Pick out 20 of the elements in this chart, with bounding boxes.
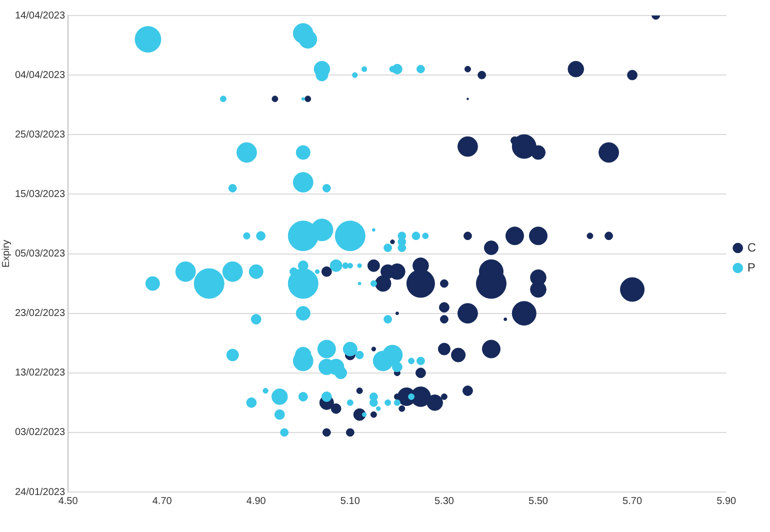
- x-tick-label: 4.90: [246, 496, 266, 507]
- y-tick-label: 04/04/2023: [14, 70, 66, 81]
- x-tick-label: 5.50: [528, 496, 548, 507]
- y-tick-label: 05/03/2023: [14, 248, 66, 260]
- y-tick-label: 15/03/2023: [14, 188, 66, 200]
- legend-label: P: [747, 260, 756, 274]
- y-tick-label: 24/01/2023: [14, 486, 66, 498]
- x-tick-label: 5.10: [340, 496, 360, 507]
- y-tick-label: 03/02/2023: [14, 427, 66, 438]
- y-axis-title: Expiry: [0, 240, 12, 268]
- y-tick-label: 23/02/2023: [14, 308, 66, 320]
- y-tick-label: 13/02/2023: [14, 368, 66, 379]
- x-tick-label: 5.30: [434, 496, 454, 507]
- x-tick-label: 4.70: [152, 496, 172, 507]
- x-tick-label: 4.50: [58, 496, 78, 507]
- y-tick-label: 25/03/2023: [14, 129, 66, 140]
- legend-label: C: [747, 240, 756, 254]
- y-tick-label: 14/04/2023: [14, 10, 66, 22]
- x-tick-label: 5.90: [716, 496, 736, 507]
- x-tick-label: 5.70: [622, 496, 642, 507]
